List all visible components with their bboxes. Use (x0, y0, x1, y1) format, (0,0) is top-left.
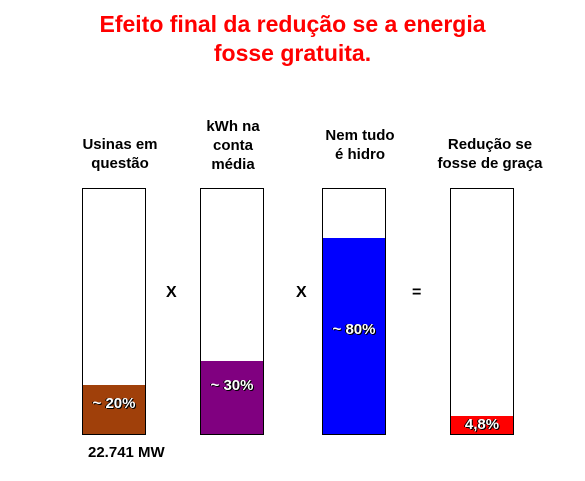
label-reducao: Redução se fosse de graça (425, 135, 555, 173)
operator-equals: = (412, 284, 422, 301)
bar-kwh-fill (201, 360, 263, 434)
label-usinas: Usinas em questão (65, 135, 175, 173)
label-kwh-line-2: conta (212, 137, 253, 154)
label-hidro-line-2: é hidro (334, 146, 385, 163)
bar-reducao-value: 4,8% (464, 416, 500, 433)
bar-usinas-fill (83, 385, 145, 434)
slide-title: Efeito final da redução se a energia fos… (0, 10, 585, 68)
bar-kwh-value: ~ 30% (210, 377, 254, 394)
label-hidro-line-1: Nem tudo (325, 127, 395, 144)
bar-reducao-fill (451, 415, 513, 434)
capacity-footnote: 22.741 MW (88, 444, 165, 461)
bar-hidro-fill (323, 238, 385, 434)
label-kwh: kWh na conta média (178, 117, 288, 174)
bar-reducao: 4,8% (450, 188, 514, 435)
bar-hidro: ~ 80% (322, 188, 386, 435)
bar-hidro-value: ~ 80% (332, 321, 376, 338)
label-reducao-line-1: Redução se (447, 136, 533, 153)
label-usinas-line-2: questão (91, 155, 149, 172)
label-usinas-line-1: Usinas em (82, 136, 158, 153)
bar-usinas-value: ~ 20% (92, 395, 136, 412)
label-kwh-line-1: kWh na (206, 118, 260, 135)
operator-multiply-2: X (296, 284, 307, 301)
label-reducao-line-2: fosse de graça (437, 155, 543, 172)
bar-usinas: ~ 20% (82, 188, 146, 435)
label-kwh-line-3: média (211, 156, 255, 173)
label-hidro: Nem tudo é hidro (305, 126, 415, 164)
operator-multiply-1: X (166, 284, 177, 301)
title-line-2: fosse gratuita. (213, 40, 372, 66)
title-line-1: Efeito final da redução se a energia (99, 11, 486, 37)
bar-kwh: ~ 30% (200, 188, 264, 435)
